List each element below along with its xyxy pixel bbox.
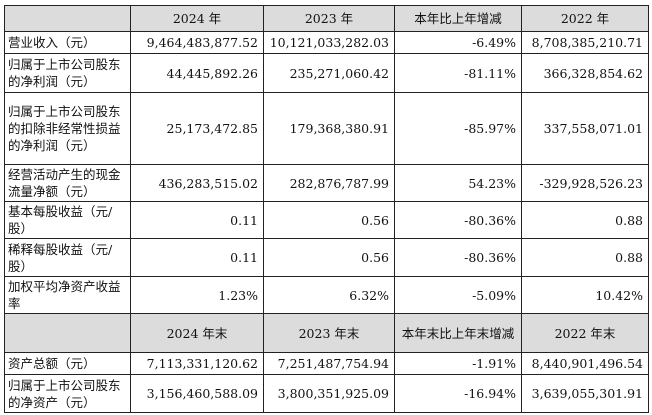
value-cell: -80.36% <box>394 201 522 239</box>
value-cell: 436,283,515.02 <box>130 164 264 202</box>
row-label: 营业收入（元） <box>4 31 131 54</box>
value-cell: 0.88 <box>521 238 649 277</box>
value-cell: 3,639,055,301.91 <box>521 374 649 413</box>
financial-data-table: 2024 年 2023 年 本年比上年增减 2022 年 营业收入（元） 9,4… <box>4 5 649 413</box>
value-cell: 44,445,892.26 <box>130 53 264 93</box>
value-cell: -80.36% <box>394 238 522 277</box>
table-row: 归属于上市公司股东的扣除非经常性损益的净利润（元） 25,173,472.85 … <box>4 92 649 165</box>
value-cell: 1.23% <box>130 276 264 314</box>
table-header-row: 2024 年末 2023 年末 本年末比上年末增减 2022 年末 <box>4 313 649 353</box>
header-cell: 2022 年末 <box>521 313 649 353</box>
table-row: 基本每股收益（元/股） 0.11 0.56 -80.36% 0.88 <box>4 201 649 239</box>
value-cell: 0.11 <box>130 201 264 239</box>
header-cell: 2023 年末 <box>263 313 395 353</box>
value-cell: 0.88 <box>521 201 649 239</box>
header-cell: 2024 年 <box>130 5 264 32</box>
header-cell <box>4 5 131 32</box>
value-cell: -81.11% <box>394 53 522 93</box>
value-cell: 0.56 <box>263 201 395 239</box>
value-cell: 0.11 <box>130 238 264 277</box>
value-cell: 282,876,787.99 <box>263 164 395 202</box>
table-row: 稀释每股收益（元/股） 0.11 0.56 -80.36% 0.88 <box>4 238 649 277</box>
header-cell: 2024 年末 <box>130 313 264 353</box>
table-row: 加权平均净资产收益率 1.23% 6.32% -5.09% 10.42% <box>4 276 649 314</box>
value-cell: -329,928,526.23 <box>521 164 649 202</box>
table-row: 营业收入（元） 9,464,483,877.52 10,121,033,282.… <box>4 31 649 54</box>
value-cell: 54.23% <box>394 164 522 202</box>
value-cell: 7,251,487,754.94 <box>263 352 395 375</box>
value-cell: -16.94% <box>394 374 522 413</box>
row-label: 资产总额（元） <box>4 352 131 375</box>
row-label: 加权平均净资产收益率 <box>4 276 131 314</box>
value-cell: 6.32% <box>263 276 395 314</box>
value-cell: 8,708,385,210.71 <box>521 31 649 54</box>
row-label: 基本每股收益（元/股） <box>4 201 131 239</box>
value-cell: -5.09% <box>394 276 522 314</box>
table-row: 资产总额（元） 7,113,331,120.62 7,251,487,754.9… <box>4 352 649 375</box>
header-cell: 本年末比上年末增减 <box>394 313 522 353</box>
table-row: 归属于上市公司股东的净资产（元） 3,156,460,588.09 3,800,… <box>4 374 649 413</box>
value-cell: -85.97% <box>394 92 522 165</box>
value-cell: 337,558,071.01 <box>521 92 649 165</box>
value-cell: 235,271,060.42 <box>263 53 395 93</box>
row-label: 经营活动产生的现金流量净额（元） <box>4 164 131 202</box>
header-cell <box>4 313 131 353</box>
header-cell: 2023 年 <box>263 5 395 32</box>
value-cell: 8,440,901,496.54 <box>521 352 649 375</box>
row-label: 归属于上市公司股东的净资产（元） <box>4 374 131 413</box>
value-cell: 3,800,351,925.09 <box>263 374 395 413</box>
value-cell: 9,464,483,877.52 <box>130 31 264 54</box>
table-row: 归属于上市公司股东的净利润（元） 44,445,892.26 235,271,0… <box>4 53 649 93</box>
header-cell: 本年比上年增减 <box>394 5 522 32</box>
value-cell: 0.56 <box>263 238 395 277</box>
value-cell: -6.49% <box>394 31 522 54</box>
value-cell: 10.42% <box>521 276 649 314</box>
value-cell: 3,156,460,588.09 <box>130 374 264 413</box>
row-label: 稀释每股收益（元/股） <box>4 238 131 277</box>
table-header-row: 2024 年 2023 年 本年比上年增减 2022 年 <box>4 5 649 32</box>
table-row: 经营活动产生的现金流量净额（元） 436,283,515.02 282,876,… <box>4 164 649 202</box>
value-cell: 10,121,033,282.03 <box>263 31 395 54</box>
value-cell: 25,173,472.85 <box>130 92 264 165</box>
value-cell: 179,368,380.91 <box>263 92 395 165</box>
value-cell: 366,328,854.62 <box>521 53 649 93</box>
value-cell: -1.91% <box>394 352 522 375</box>
row-label: 归属于上市公司股东的扣除非经常性损益的净利润（元） <box>4 92 131 165</box>
row-label: 归属于上市公司股东的净利润（元） <box>4 53 131 93</box>
value-cell: 7,113,331,120.62 <box>130 352 264 375</box>
header-cell: 2022 年 <box>521 5 649 32</box>
